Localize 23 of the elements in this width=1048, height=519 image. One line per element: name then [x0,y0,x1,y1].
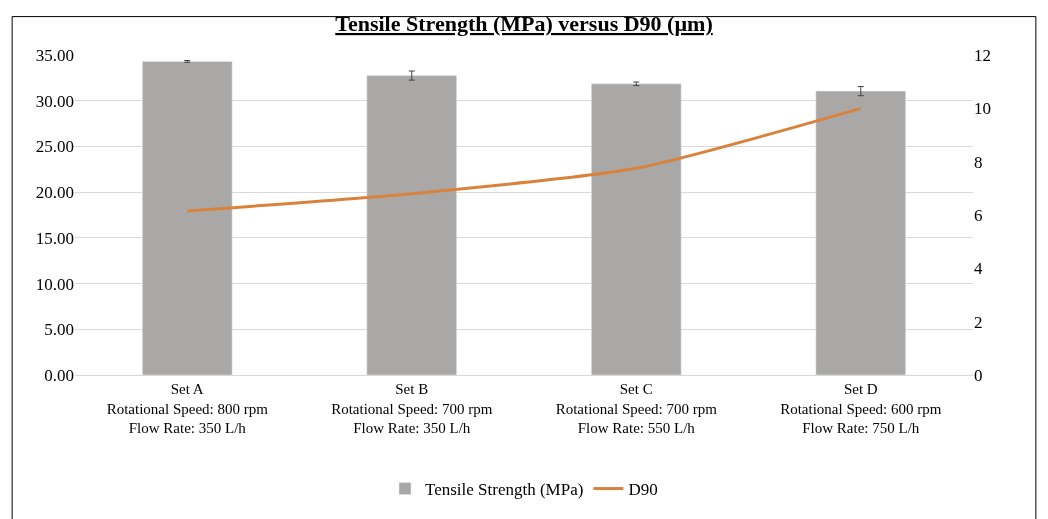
y2-tick-label: 12 [974,45,991,65]
y-tick-label: 0.00 [44,365,74,385]
y-tick-label: 20.00 [35,183,74,203]
y2-tick-label: 10 [974,99,991,119]
y-tick-label: 35.00 [35,45,74,65]
chart-title: Tensile Strength (MPa) versus D90 (µm) [335,10,713,36]
y2-tick-label: 2 [974,312,983,332]
x-tick-label: Set D Rotational Speed: 600 rpm Flow Rate: 750 L/h [780,381,942,436]
y2-tick-label: 8 [974,152,983,172]
x-tick-label: Set B Rotational Speed: 700 rpm Flow Rate: 350 L/h [331,381,493,436]
y2-tick-label: 4 [974,259,983,279]
y2-tick-label: 6 [974,205,983,225]
x-tick-label: Set C Rotational Speed: 700 rpm Flow Rate: 550 L/h [555,381,718,436]
x-tick-label: Set A Rotational Speed: 800 rpm Flow Rate: 350 L/h [106,381,269,436]
y-tick-label: 5.00 [44,320,74,340]
y2-tick-label: 0 [974,365,983,385]
legend-label: D90 [628,480,658,500]
y-tick-label: 30.00 [35,91,74,111]
y-tick-label: 15.00 [35,228,74,248]
legend-label: Tensile Strength (MPa) [425,480,584,500]
y-tick-label: 10.00 [35,274,74,294]
y-tick-label: 25.00 [35,137,74,157]
line-series [185,106,863,213]
